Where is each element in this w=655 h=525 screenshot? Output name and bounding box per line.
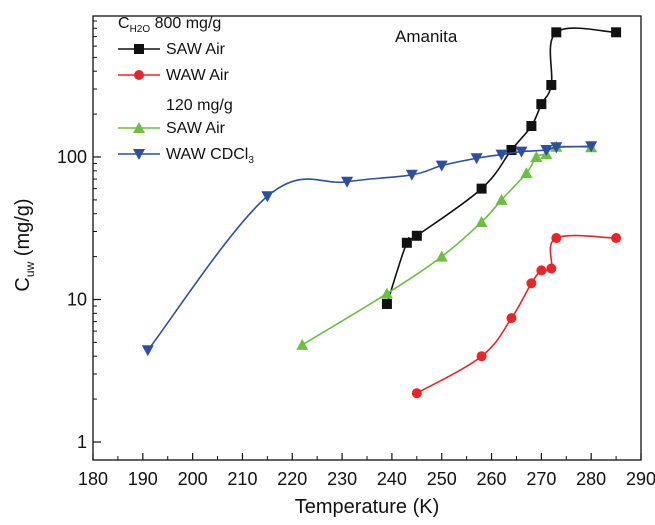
- data-point: [506, 144, 517, 155]
- series-1: [411, 233, 622, 399]
- series-line: [416, 234, 617, 394]
- data-point: [585, 141, 598, 153]
- data-point: [495, 193, 508, 205]
- data-point: [261, 191, 274, 203]
- y-tick-label: 10: [67, 290, 87, 310]
- data-point: [540, 144, 553, 156]
- data-point: [536, 265, 547, 276]
- y-axis-label: Cuw (mg/g): [12, 198, 37, 291]
- data-point: [381, 298, 392, 309]
- data-point: [546, 263, 557, 274]
- data-point: [506, 313, 517, 324]
- data-point: [133, 149, 145, 160]
- data-point: [296, 338, 309, 350]
- data-point: [515, 146, 528, 158]
- data-point: [526, 121, 537, 132]
- data-point: [611, 233, 622, 244]
- x-axis-label: Temperature (K): [295, 496, 440, 518]
- data-point: [526, 278, 537, 289]
- series-layer: [141, 27, 622, 399]
- data-point: [550, 142, 563, 154]
- data-point: [411, 230, 422, 241]
- y-axis-label-text: Cuw (mg/g): [12, 198, 37, 291]
- data-point: [546, 80, 557, 91]
- grid-and-ticks: 180 190 200 210 220 230 240 250 260 270 280 290 1 10 1…: [57, 20, 655, 489]
- x-tick-label: 190: [128, 469, 158, 489]
- x-tick-label: 270: [526, 469, 556, 489]
- x-tick-label: 220: [277, 469, 307, 489]
- data-point: [530, 151, 543, 162]
- data-point: [495, 149, 508, 161]
- data-point: [341, 176, 354, 188]
- series-line: [301, 145, 592, 346]
- data-point: [141, 345, 154, 357]
- y-tick-label: 100: [57, 147, 87, 167]
- legend-header: CH2O 800 mg/g: [118, 15, 221, 35]
- data-point: [435, 160, 448, 172]
- data-point: [520, 167, 533, 179]
- data-point: [611, 27, 622, 38]
- data-point: [133, 122, 145, 133]
- legend-label: WAW CDCl3: [166, 146, 254, 166]
- legend-label: WAW Air: [166, 67, 229, 84]
- series-3: [141, 141, 598, 357]
- data-point: [475, 215, 488, 227]
- legend-header: 120 mg/g: [166, 97, 233, 114]
- series-2: [296, 140, 598, 350]
- x-tick-label: 180: [78, 469, 108, 489]
- data-point: [405, 169, 418, 181]
- data-point: [134, 70, 144, 80]
- legend-label: SAW Air: [166, 120, 226, 137]
- x-tick-label: 240: [377, 469, 407, 489]
- data-point: [411, 388, 422, 399]
- legend-label: SAW Air: [166, 41, 226, 58]
- x-tick-label: 290: [626, 469, 655, 489]
- y-tick-label: 1: [77, 432, 87, 452]
- data-point: [470, 153, 483, 165]
- series-line: [386, 27, 617, 305]
- chart-annotation: Amanita: [395, 27, 458, 46]
- legend: CH2O 800 mg/g 120 mg/g SAW Air WAW Air SAW A…: [118, 15, 254, 166]
- data-point: [476, 183, 487, 194]
- data-point: [380, 287, 393, 299]
- x-tick-label: 260: [477, 469, 507, 489]
- x-tick-label: 200: [178, 469, 208, 489]
- x-tick-label: 280: [576, 469, 606, 489]
- data-point: [435, 250, 448, 262]
- data-point: [551, 233, 562, 244]
- data-point: [536, 99, 547, 110]
- x-tick-label: 230: [327, 469, 357, 489]
- series-0: [381, 27, 622, 309]
- x-tick-label: 250: [427, 469, 457, 489]
- x-tick-label: 210: [227, 469, 257, 489]
- data-point: [551, 27, 562, 38]
- data-point: [401, 237, 412, 248]
- data-point: [134, 44, 144, 54]
- plot-frame: [92, 15, 642, 461]
- data-point: [476, 351, 487, 362]
